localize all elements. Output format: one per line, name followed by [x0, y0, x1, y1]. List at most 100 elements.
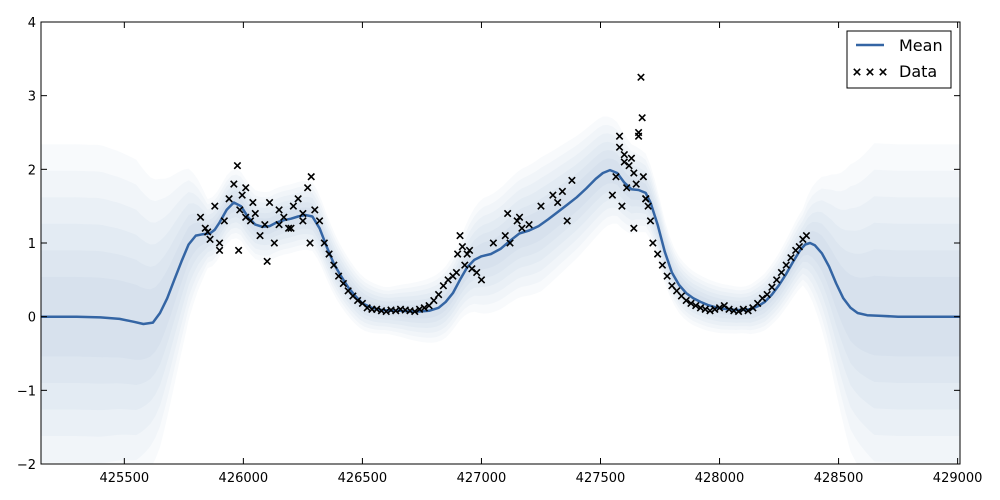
data-point [734, 307, 743, 316]
data-point [307, 172, 315, 181]
x-tick-label: 429000 [933, 471, 983, 486]
data-point [458, 242, 467, 251]
data-point [238, 191, 246, 199]
data-point [653, 250, 662, 258]
legend-data-marker-3 [879, 68, 887, 76]
data-point [439, 281, 448, 290]
data-point [489, 239, 498, 247]
data-point [615, 143, 624, 151]
legend-label-mean: Mean [899, 36, 943, 55]
data-point [568, 176, 576, 185]
data-point [658, 261, 667, 269]
data-point [452, 268, 461, 277]
data-point [563, 217, 571, 225]
data-point [325, 250, 333, 258]
data-point [241, 213, 250, 221]
y-tick-label: 4 [28, 16, 36, 31]
legend: Mean Data [846, 30, 952, 89]
data-point [233, 161, 242, 170]
data-point [251, 209, 260, 218]
y-tick-label: 2 [28, 163, 36, 178]
y-tick-label: −1 [17, 384, 36, 399]
data-point [434, 290, 443, 299]
data-point [461, 261, 469, 269]
data-point [513, 217, 521, 225]
data-point [787, 253, 795, 262]
data-point [477, 276, 486, 284]
data-point [241, 183, 250, 192]
data-point [311, 206, 319, 214]
x-tick-label: 427000 [457, 471, 507, 486]
data-point [256, 231, 264, 240]
data-point [558, 187, 567, 196]
data-point [691, 301, 700, 310]
data-point [630, 224, 638, 233]
data-point [339, 279, 348, 288]
data-point [525, 220, 533, 229]
data-point [472, 268, 481, 277]
data-point [453, 250, 462, 258]
data-point [280, 213, 288, 221]
data-point [270, 239, 279, 247]
data-point [634, 132, 643, 140]
data-point [646, 217, 655, 225]
data-point [639, 172, 648, 181]
data-point [275, 206, 283, 214]
data-point [608, 191, 617, 199]
data-point [215, 246, 224, 255]
data-point [627, 154, 636, 163]
data-point [411, 307, 419, 316]
data-point [518, 224, 526, 233]
data-point [744, 307, 752, 315]
data-point [303, 183, 312, 192]
data-point [715, 304, 724, 312]
data-point [620, 158, 629, 166]
data-point [644, 202, 652, 210]
data-point [299, 217, 307, 225]
data-point [465, 246, 474, 255]
data-point [201, 224, 210, 233]
data-point [284, 224, 293, 233]
data-point [782, 261, 790, 269]
legend-box [846, 30, 952, 89]
data-point [503, 209, 512, 218]
legend-label-data: Data [899, 62, 937, 81]
data-point [299, 209, 307, 218]
data-point [777, 268, 786, 277]
data-point [196, 213, 205, 221]
data-point [549, 191, 557, 199]
data-point [294, 195, 302, 203]
y-tick-label: 3 [28, 90, 36, 105]
data-point [615, 132, 624, 140]
data-point [203, 228, 212, 236]
data-point [287, 224, 295, 233]
data-point [220, 217, 229, 225]
x-axis: 425500 426000 426500 427000 427500 428000 4285… [100, 22, 983, 486]
data-point [637, 73, 645, 82]
data-point [334, 272, 343, 280]
data-point [795, 242, 804, 251]
data-point [768, 283, 776, 291]
data-point [320, 239, 329, 247]
data-point [211, 202, 219, 210]
data-point [612, 172, 620, 181]
legend-data-marker-1 [853, 68, 861, 76]
legend-data-swatch [853, 68, 887, 76]
data-point [630, 169, 638, 177]
data-point [515, 213, 524, 221]
data-point [620, 150, 629, 159]
data-point [263, 257, 271, 266]
data-point [225, 195, 233, 203]
y-tick-label: −2 [17, 458, 36, 473]
data-point [802, 231, 811, 240]
data-point [275, 220, 283, 229]
data-point [622, 183, 631, 192]
data-point [763, 290, 771, 299]
data-point [306, 239, 314, 247]
data-point [663, 272, 671, 280]
data-point [553, 198, 562, 207]
data-point [215, 239, 224, 247]
data-point [638, 114, 646, 122]
data-point [261, 220, 269, 229]
